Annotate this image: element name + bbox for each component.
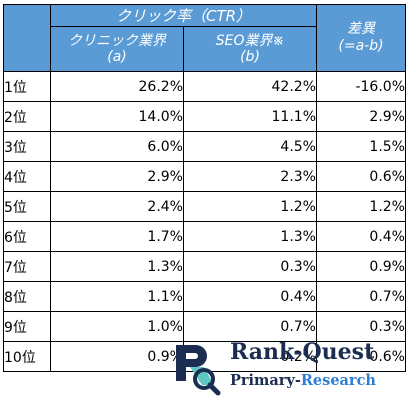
header-seo-industry: SEO業界※ (b) — [183, 26, 317, 72]
header-corner-cell — [3, 4, 51, 72]
header-diff-formula: (=a-b) — [338, 38, 384, 54]
seo-ctr-cell: 2.3% — [183, 161, 317, 192]
table-row: 8位 1.1% 0.4% 0.7% — [3, 281, 406, 312]
rank-cell: 5位 — [3, 191, 51, 222]
clinic-ctr-cell: 2.9% — [50, 161, 184, 192]
seo-ctr-cell: 1.2% — [183, 191, 317, 222]
ctr-comparison-table: クリック率（CTR） 差異 (=a-b) クリニック業界 (a) SEO業界※ … — [3, 4, 406, 372]
seo-ctr-cell: 11.1% — [183, 101, 317, 132]
clinic-ctr-cell: 1.3% — [50, 251, 184, 282]
table-row: 5位 2.4% 1.2% 1.2% — [3, 191, 406, 222]
diff-cell: 0.9% — [316, 251, 406, 282]
table-row: 7位 1.3% 0.3% 0.9% — [3, 251, 406, 282]
table-row: 4位 2.9% 2.3% 0.6% — [3, 161, 406, 192]
table-row: 9位 1.0% 0.7% 0.3% — [3, 311, 406, 342]
seo-ctr-cell: 42.2% — [183, 71, 317, 102]
clinic-ctr-cell: 1.0% — [50, 311, 184, 342]
logo-tagline-research: Research — [300, 372, 376, 389]
header-clinic-label: クリニック業界 — [68, 33, 166, 49]
header-diff-label: 差異 — [347, 21, 375, 37]
diff-cell: 0.3% — [316, 311, 406, 342]
header-diff: 差異 (=a-b) — [316, 4, 406, 72]
rank-cell: 2位 — [3, 101, 51, 132]
seo-ctr-cell: 1.3% — [183, 221, 317, 252]
logo-tagline: Primary-Research — [230, 372, 376, 389]
seo-ctr-cell: 4.5% — [183, 131, 317, 162]
clinic-ctr-cell: 6.0% — [50, 131, 184, 162]
rank-quest-logo: Rank-Quest Primary-Research — [168, 337, 404, 397]
logo-tagline-primary: Primary- — [230, 372, 301, 389]
seo-ctr-cell: 0.4% — [183, 281, 317, 312]
clinic-ctr-cell: 1.1% — [50, 281, 184, 312]
clinic-ctr-cell: 2.4% — [50, 191, 184, 222]
rank-quest-logo-icon — [176, 345, 221, 396]
clinic-ctr-cell: 26.2% — [50, 71, 184, 102]
diff-cell: 1.2% — [316, 191, 406, 222]
header-seo-tag: (b) — [240, 49, 260, 65]
diff-cell: 0.6% — [316, 161, 406, 192]
rank-cell: 9位 — [3, 311, 51, 342]
diff-cell: 2.9% — [316, 101, 406, 132]
diff-cell: -16.0% — [316, 71, 406, 102]
clinic-ctr-cell: 14.0% — [50, 101, 184, 132]
diff-cell: 0.4% — [316, 221, 406, 252]
rank-cell: 8位 — [3, 281, 51, 312]
diff-cell: 1.5% — [316, 131, 406, 162]
table-row: 3位 6.0% 4.5% 1.5% — [3, 131, 406, 162]
logo-brand-text: Rank-Quest — [230, 339, 375, 365]
seo-ctr-cell: 0.3% — [183, 251, 317, 282]
header-clinic-tag: (a) — [107, 49, 127, 65]
header-clinic-industry: クリニック業界 (a) — [50, 26, 184, 72]
clinic-ctr-cell: 0.9% — [50, 341, 184, 372]
rank-cell: 3位 — [3, 131, 51, 162]
table-row: 2位 14.0% 11.1% 2.9% — [3, 101, 406, 132]
header-ctr-group: クリック率（CTR） — [50, 4, 317, 27]
rank-cell: 1位 — [3, 71, 51, 102]
clinic-ctr-cell: 1.7% — [50, 221, 184, 252]
rank-cell: 10位 — [3, 341, 51, 372]
rank-cell: 6位 — [3, 221, 51, 252]
rank-cell: 4位 — [3, 161, 51, 192]
header-seo-label: SEO業界※ — [215, 33, 285, 49]
diff-cell: 0.7% — [316, 281, 406, 312]
diff-cell: 0.6% — [316, 341, 406, 372]
table-row: 6位 1.7% 1.3% 0.4% — [3, 221, 406, 252]
table-row: 1位 26.2% 42.2% -16.0% — [3, 71, 406, 102]
rank-cell: 7位 — [3, 251, 51, 282]
